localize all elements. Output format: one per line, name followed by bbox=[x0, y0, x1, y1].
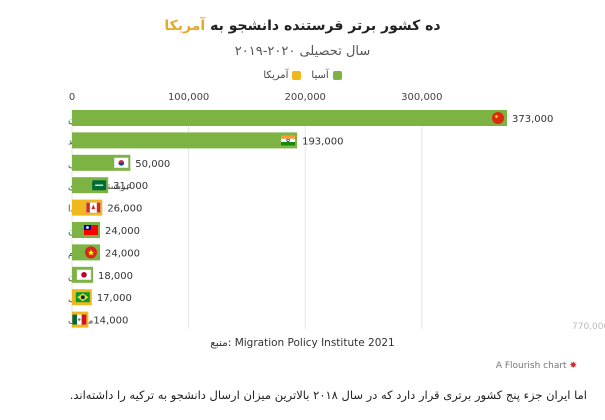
flourish-logo-icon: ✸ bbox=[569, 361, 577, 371]
chart-subtitle: سال تحصیلی ۲۰۲۰-۲۰۱۹ bbox=[234, 44, 371, 59]
legend-item-america[interactable]: آمریکا bbox=[263, 70, 302, 81]
legend-label-asia: آسیا bbox=[311, 70, 329, 81]
value-label: 24,000 bbox=[105, 248, 140, 259]
value-label: 31,000 bbox=[113, 181, 148, 192]
japan-flag-icon bbox=[76, 269, 92, 281]
title-highlight: آمریکا bbox=[164, 18, 206, 34]
legend: آسیا آمریکا bbox=[0, 70, 605, 81]
value-label: 18,000 bbox=[98, 271, 133, 282]
south-korea-flag-icon bbox=[114, 157, 129, 169]
chart-title: ده کشور برتر فرستنده دانشجو به آمریکا bbox=[0, 18, 605, 34]
canada-flag-icon bbox=[86, 202, 101, 213]
x-tick-label: 100,000 bbox=[168, 92, 209, 103]
legend-swatch-america bbox=[292, 71, 302, 80]
value-label: 193,000 bbox=[302, 136, 343, 147]
flourish-credit-text: A Flourish chart bbox=[495, 361, 567, 371]
legend-swatch-asia bbox=[332, 71, 342, 80]
x-tick-label: 300,000 bbox=[401, 92, 442, 103]
vietnam-flag-icon bbox=[84, 246, 97, 259]
value-label: 26,000 bbox=[107, 204, 142, 215]
taiwan-flag-icon bbox=[83, 225, 98, 235]
article-footnote: اما ایران جزء پنج کشور برتری قرار دارد ک… bbox=[69, 388, 587, 402]
saudi-arabia-flag-icon bbox=[92, 180, 107, 191]
flourish-credit[interactable]: A Flourish chart ✸ bbox=[496, 361, 577, 371]
value-label: 50,000 bbox=[135, 159, 170, 170]
value-label: 14,000 bbox=[93, 316, 128, 327]
source-note: منبع: Migration Policy Institute 2021 bbox=[210, 337, 395, 349]
value-label: 24,000 bbox=[105, 226, 140, 237]
mexico-flag-icon bbox=[72, 314, 87, 325]
legend-label-america: آمریکا bbox=[263, 70, 289, 81]
title-main: ده کشور برتر فرستنده دانشجو به bbox=[210, 18, 441, 34]
bar-chart: 0100,000200,000300,000چین373,000هند193,0… bbox=[68, 92, 605, 332]
china-flag-icon bbox=[492, 112, 504, 124]
x-tick-label: 200,000 bbox=[285, 92, 326, 103]
value-label: 17,000 bbox=[97, 293, 132, 304]
total-annotation: مجموع: 770,000 bbox=[572, 322, 605, 332]
brazil-flag-icon bbox=[75, 292, 90, 303]
india-flag-icon bbox=[281, 135, 296, 146]
bar bbox=[72, 132, 298, 149]
value-label: 373,000 bbox=[512, 114, 553, 125]
x-tick-label: 0 bbox=[69, 92, 75, 103]
bar bbox=[72, 110, 507, 126]
legend-item-asia[interactable]: آسیا bbox=[311, 70, 342, 81]
